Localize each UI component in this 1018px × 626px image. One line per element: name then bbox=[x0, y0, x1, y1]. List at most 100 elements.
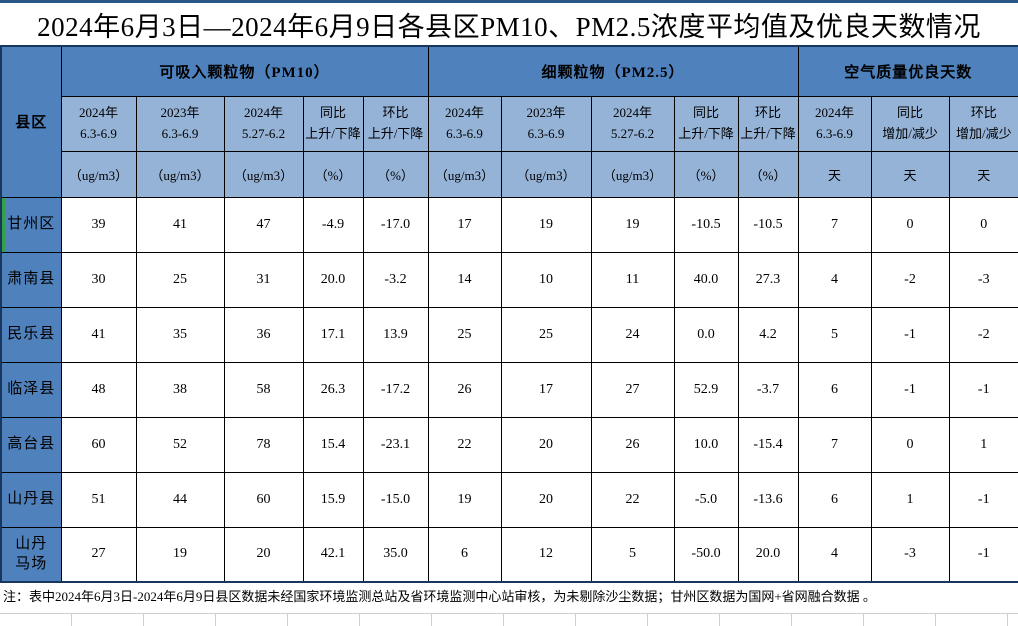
data-cell: -2 bbox=[870, 251, 950, 308]
spreadsheet-gridlines bbox=[0, 613, 1018, 626]
data-cell: 1 bbox=[948, 416, 1018, 473]
subheader-cell: 环比 上升/下降 bbox=[362, 95, 429, 152]
group-header-pm25: 细颗粒物（PM2.5） bbox=[427, 45, 799, 97]
data-cell: 27 bbox=[590, 361, 675, 418]
table-row-minle: 民乐县 41 35 36 17.1 13.9 25 25 24 0.0 4.2 … bbox=[0, 306, 1018, 363]
data-cell: 41 bbox=[60, 306, 137, 363]
data-cell: 41 bbox=[135, 196, 225, 253]
region-cell: 甘州区 bbox=[0, 196, 62, 253]
data-cell: -17.2 bbox=[362, 361, 429, 418]
unit-cell: （%） bbox=[673, 150, 739, 198]
data-cell: 51 bbox=[60, 471, 137, 528]
data-cell: 4.2 bbox=[737, 306, 799, 363]
unit-cell: （%） bbox=[302, 150, 364, 198]
data-cell: 0 bbox=[948, 196, 1018, 253]
data-cell: -1 bbox=[948, 361, 1018, 418]
data-cell: 6 bbox=[797, 471, 872, 528]
subheader-cell: 同比 增加/减少 bbox=[870, 95, 950, 152]
table-row-gaotai: 高台县 60 52 78 15.4 -23.1 22 20 26 10.0 -1… bbox=[0, 416, 1018, 473]
region-cell: 山丹县 bbox=[0, 471, 62, 528]
table-row-linze: 临泽县 48 38 58 26.3 -17.2 26 17 27 52.9 -3… bbox=[0, 361, 1018, 418]
data-cell: 17 bbox=[500, 361, 592, 418]
data-cell: 60 bbox=[60, 416, 137, 473]
unit-cell: （ug/m3） bbox=[60, 150, 137, 198]
data-cell: 22 bbox=[427, 416, 502, 473]
data-cell: 52 bbox=[135, 416, 225, 473]
data-cell: 35 bbox=[135, 306, 225, 363]
data-cell: 1 bbox=[870, 471, 950, 528]
air-quality-table: 县区 可吸入颗粒物（PM10） 细颗粒物（PM2.5） 空气质量优良天数 202… bbox=[0, 45, 1018, 583]
region-cell: 肃南县 bbox=[0, 251, 62, 308]
data-cell: 30 bbox=[60, 251, 137, 308]
data-cell: 26 bbox=[427, 361, 502, 418]
data-cell: 6 bbox=[427, 526, 502, 583]
subheader-cell: 2024年 6.3-6.9 bbox=[797, 95, 872, 152]
data-cell: -10.5 bbox=[673, 196, 739, 253]
unit-cell: 天 bbox=[870, 150, 950, 198]
data-cell: 10.0 bbox=[673, 416, 739, 473]
data-cell: -3 bbox=[870, 526, 950, 583]
data-cell: 19 bbox=[590, 196, 675, 253]
footnote: 注：表中2024年6月3日-2024年6月9日县区数据未经国家环境监测总站及省环… bbox=[3, 589, 876, 604]
data-cell: 26.3 bbox=[302, 361, 364, 418]
data-cell: 7 bbox=[797, 416, 872, 473]
data-cell: -3 bbox=[948, 251, 1018, 308]
data-cell: 27.3 bbox=[737, 251, 799, 308]
data-cell: -10.5 bbox=[737, 196, 799, 253]
table-row-sunan: 肃南县 30 25 31 20.0 -3.2 14 10 11 40.0 27.… bbox=[0, 251, 1018, 308]
unit-cell: （%） bbox=[737, 150, 799, 198]
subheader-cell: 同比 上升/下降 bbox=[302, 95, 364, 152]
data-cell: 19 bbox=[135, 526, 225, 583]
data-cell: 13.9 bbox=[362, 306, 429, 363]
subheader-cell: 2024年 5.27-6.2 bbox=[223, 95, 304, 152]
data-cell: 12 bbox=[500, 526, 592, 583]
subheader-cell: 2023年 6.3-6.9 bbox=[500, 95, 592, 152]
unit-cell: （%） bbox=[362, 150, 429, 198]
data-cell: -1 bbox=[948, 471, 1018, 528]
data-cell: -5.0 bbox=[673, 471, 739, 528]
subheader-cell: 2024年 6.3-6.9 bbox=[60, 95, 137, 152]
data-cell: 60 bbox=[223, 471, 304, 528]
data-cell: -15.4 bbox=[737, 416, 799, 473]
data-cell: -1 bbox=[870, 361, 950, 418]
data-cell: 44 bbox=[135, 471, 225, 528]
data-cell: 42.1 bbox=[302, 526, 364, 583]
data-cell: 15.9 bbox=[302, 471, 364, 528]
data-cell: -15.0 bbox=[362, 471, 429, 528]
table-row-ganzhou: 甘州区 39 41 47 -4.9 -17.0 17 19 19 -10.5 -… bbox=[0, 196, 1018, 253]
data-cell: 25 bbox=[427, 306, 502, 363]
data-cell: 31 bbox=[223, 251, 304, 308]
data-cell: 17.1 bbox=[302, 306, 364, 363]
data-cell: 7 bbox=[797, 196, 872, 253]
subheader-cell: 2023年 6.3-6.9 bbox=[135, 95, 225, 152]
data-cell: 4 bbox=[797, 526, 872, 583]
data-cell: 14 bbox=[427, 251, 502, 308]
page-title: 2024年6月3日—2024年6月9日各县区PM10、PM2.5浓度平均值及优良… bbox=[37, 11, 981, 42]
data-cell: 40.0 bbox=[673, 251, 739, 308]
data-cell: 20.0 bbox=[737, 526, 799, 583]
data-cell: 47 bbox=[223, 196, 304, 253]
data-cell: 17 bbox=[427, 196, 502, 253]
data-cell: 27 bbox=[60, 526, 137, 583]
data-cell: 48 bbox=[60, 361, 137, 418]
region-cell: 山丹 马场 bbox=[0, 526, 62, 583]
data-cell: 0.0 bbox=[673, 306, 739, 363]
data-cell: 0 bbox=[870, 196, 950, 253]
data-cell: 39 bbox=[60, 196, 137, 253]
unit-cell: （ug/m3） bbox=[500, 150, 592, 198]
unit-cell: 天 bbox=[948, 150, 1018, 198]
data-cell: 25 bbox=[500, 306, 592, 363]
subheader-cell: 环比 增加/减少 bbox=[948, 95, 1018, 152]
data-cell: 22 bbox=[590, 471, 675, 528]
subheader-cell: 2024年 5.27-6.2 bbox=[590, 95, 675, 152]
table-row-shandan-machang: 山丹 马场 27 19 20 42.1 35.0 6 12 5 -50.0 20… bbox=[0, 526, 1018, 583]
unit-cell: （ug/m3） bbox=[135, 150, 225, 198]
data-cell: -2 bbox=[948, 306, 1018, 363]
data-cell: 5 bbox=[590, 526, 675, 583]
unit-cell: （ug/m3） bbox=[590, 150, 675, 198]
data-cell: 10 bbox=[500, 251, 592, 308]
data-cell: 19 bbox=[500, 196, 592, 253]
unit-row: （ug/m3） （ug/m3） （ug/m3） （%） （%） （ug/m3） … bbox=[1, 150, 1018, 198]
data-cell: 38 bbox=[135, 361, 225, 418]
region-cell: 高台县 bbox=[0, 416, 62, 473]
